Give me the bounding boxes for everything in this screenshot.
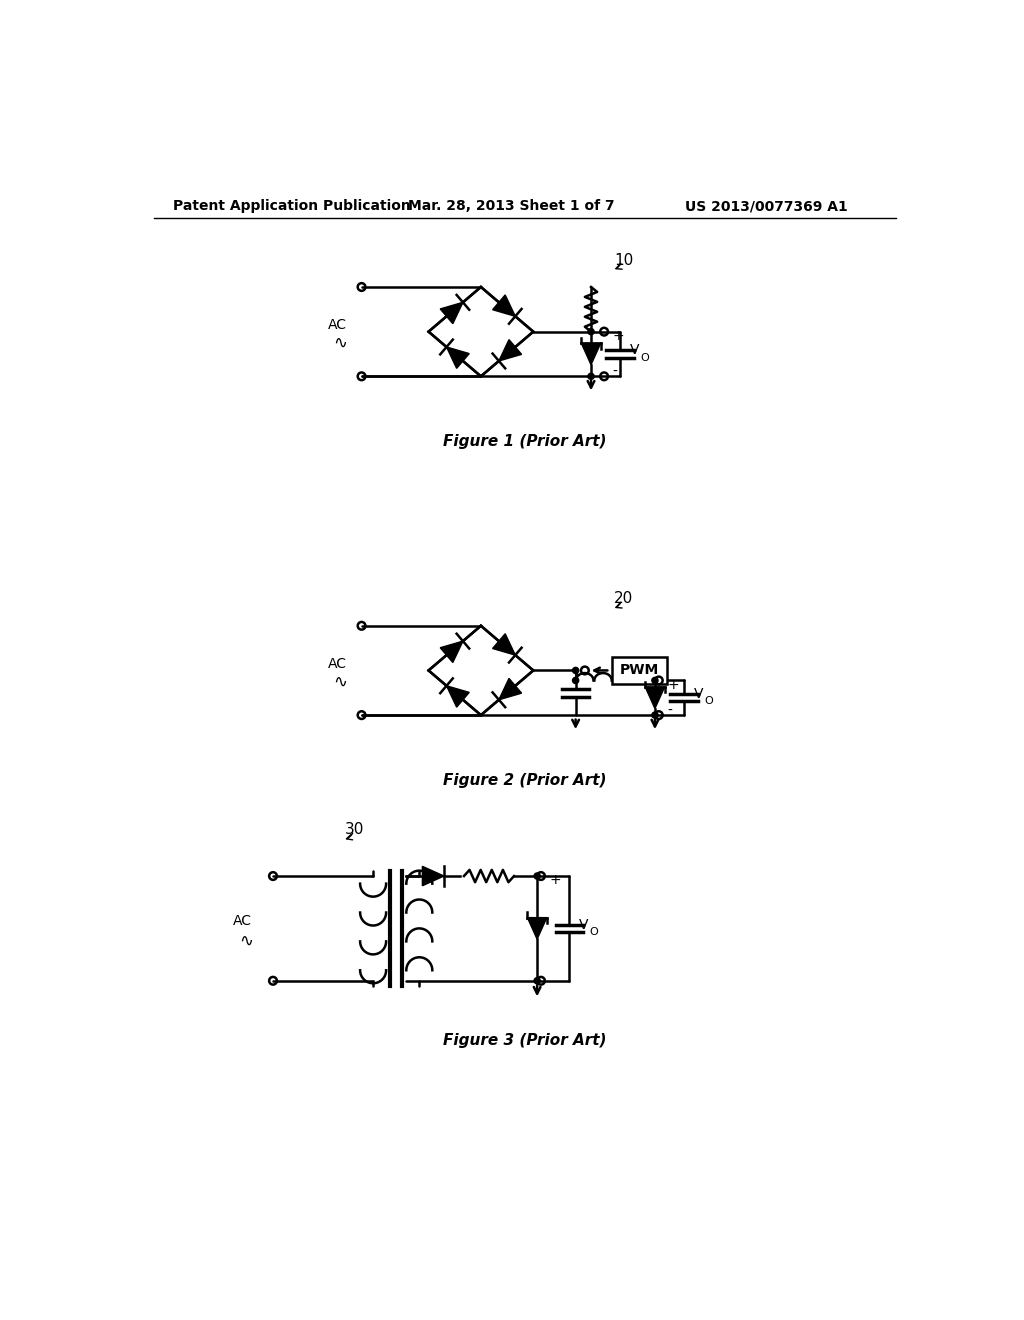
Text: O: O — [590, 927, 598, 937]
Text: 10: 10 — [614, 252, 634, 268]
Circle shape — [652, 677, 658, 684]
Circle shape — [588, 374, 594, 379]
Polygon shape — [582, 343, 601, 364]
Circle shape — [535, 978, 541, 983]
Circle shape — [572, 677, 579, 684]
Text: -: - — [668, 704, 672, 718]
Text: V: V — [693, 686, 702, 701]
Text: +: + — [668, 678, 679, 692]
Text: ∿: ∿ — [333, 334, 347, 351]
Text: Figure 3 (Prior Art): Figure 3 (Prior Art) — [443, 1032, 606, 1048]
Text: PWM: PWM — [620, 664, 659, 677]
Polygon shape — [499, 339, 521, 360]
Text: Figure 2 (Prior Art): Figure 2 (Prior Art) — [443, 774, 606, 788]
Polygon shape — [446, 347, 469, 368]
Polygon shape — [446, 686, 469, 708]
Text: Patent Application Publication: Patent Application Publication — [173, 199, 411, 213]
Text: Figure 1 (Prior Art): Figure 1 (Prior Art) — [443, 434, 606, 449]
Text: +: + — [612, 329, 625, 343]
Text: Mar. 28, 2013 Sheet 1 of 7: Mar. 28, 2013 Sheet 1 of 7 — [408, 199, 614, 213]
Text: 30: 30 — [345, 822, 364, 837]
Polygon shape — [527, 917, 547, 940]
Circle shape — [652, 711, 658, 718]
Polygon shape — [422, 866, 444, 886]
Text: US 2013/0077369 A1: US 2013/0077369 A1 — [685, 199, 848, 213]
Circle shape — [535, 873, 541, 879]
Polygon shape — [440, 302, 463, 323]
Polygon shape — [440, 642, 463, 663]
Text: V: V — [579, 917, 588, 932]
Circle shape — [588, 329, 594, 335]
Text: +: + — [550, 873, 561, 887]
Polygon shape — [493, 294, 515, 317]
Text: ∿: ∿ — [333, 672, 347, 690]
Circle shape — [572, 668, 579, 673]
Text: O: O — [640, 352, 649, 363]
Polygon shape — [493, 634, 515, 655]
Text: AC: AC — [328, 657, 346, 672]
Text: 20: 20 — [614, 591, 634, 606]
FancyBboxPatch shape — [611, 656, 668, 684]
Polygon shape — [645, 686, 665, 709]
Polygon shape — [499, 678, 521, 700]
Text: ∿: ∿ — [240, 932, 253, 949]
Text: AC: AC — [232, 913, 252, 928]
Text: AC: AC — [328, 318, 346, 333]
Text: V: V — [630, 343, 639, 358]
Text: O: O — [705, 696, 713, 706]
Text: -: - — [612, 364, 617, 379]
